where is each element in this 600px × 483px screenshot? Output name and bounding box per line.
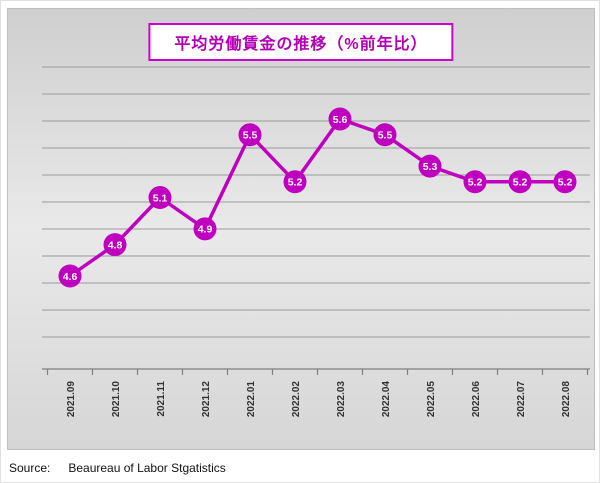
source-row: Source: Beaureau of Labor Stgatistics [9,461,226,475]
chart-title: 平均労働賃金の推移（%前年比） [174,36,428,53]
x-axis-tick-label: 2022.01 [246,381,257,418]
data-point-label: 5.2 [288,177,303,189]
data-point-label: 4.8 [108,239,123,251]
x-axis-tick-label: 2022.08 [561,381,572,418]
data-point-label: 4.9 [198,224,213,236]
data-point-marker [508,170,532,194]
data-point-marker [418,154,442,178]
data-point-label: 5.1 [153,192,168,204]
data-point-marker [463,170,487,194]
x-axis-tick-label: 2022.03 [336,381,347,418]
data-point-label: 5.2 [558,177,573,189]
data-point-label: 5.5 [243,130,258,142]
data-point-marker [103,233,127,257]
x-axis-tick-label: 2022.04 [381,381,392,418]
data-point-marker [328,107,352,131]
data-point-marker [373,123,397,147]
chart-panel: 4.6 2021.09 4.8 2021.10 5.1 2021.11 4.9 2021.12… [7,8,595,450]
x-axis-tick-label: 2021.09 [66,381,77,418]
data-point-label: 4.6 [63,271,78,283]
data-point-marker [193,217,217,241]
x-axis-tick-label: 2022.02 [291,381,302,418]
series-line [68,117,567,278]
x-axis-tick-label: 2022.05 [426,381,437,418]
x-axis-tick-label: 2022.06 [471,381,482,418]
data-point-label: 5.5 [378,130,393,142]
data-point-label: 5.3 [423,161,438,173]
x-axis-tick-label: 2022.07 [516,381,527,418]
data-point-marker [283,170,307,194]
line-chart: 4.6 2021.09 4.8 2021.10 5.1 2021.11 4.9 2021.12… [42,66,590,418]
source-text: Beaureau of Labor Stgatistics [68,461,226,475]
chart-title-box: 平均労働賃金の推移（%前年比） [148,23,454,61]
data-point-marker [58,264,82,288]
x-axis-tick-label: 2021.12 [201,381,212,418]
data-point-label: 5.2 [513,177,528,189]
x-axis-tick-label: 2021.11 [156,381,167,417]
data-point-marker [238,123,262,147]
source-label: Source: [9,461,51,475]
data-point-label: 5.2 [468,177,483,189]
data-point-marker [553,170,577,194]
data-point-label: 5.6 [333,114,348,126]
data-point-marker [148,186,172,209]
x-axis-tick-label: 2021.10 [111,381,122,418]
